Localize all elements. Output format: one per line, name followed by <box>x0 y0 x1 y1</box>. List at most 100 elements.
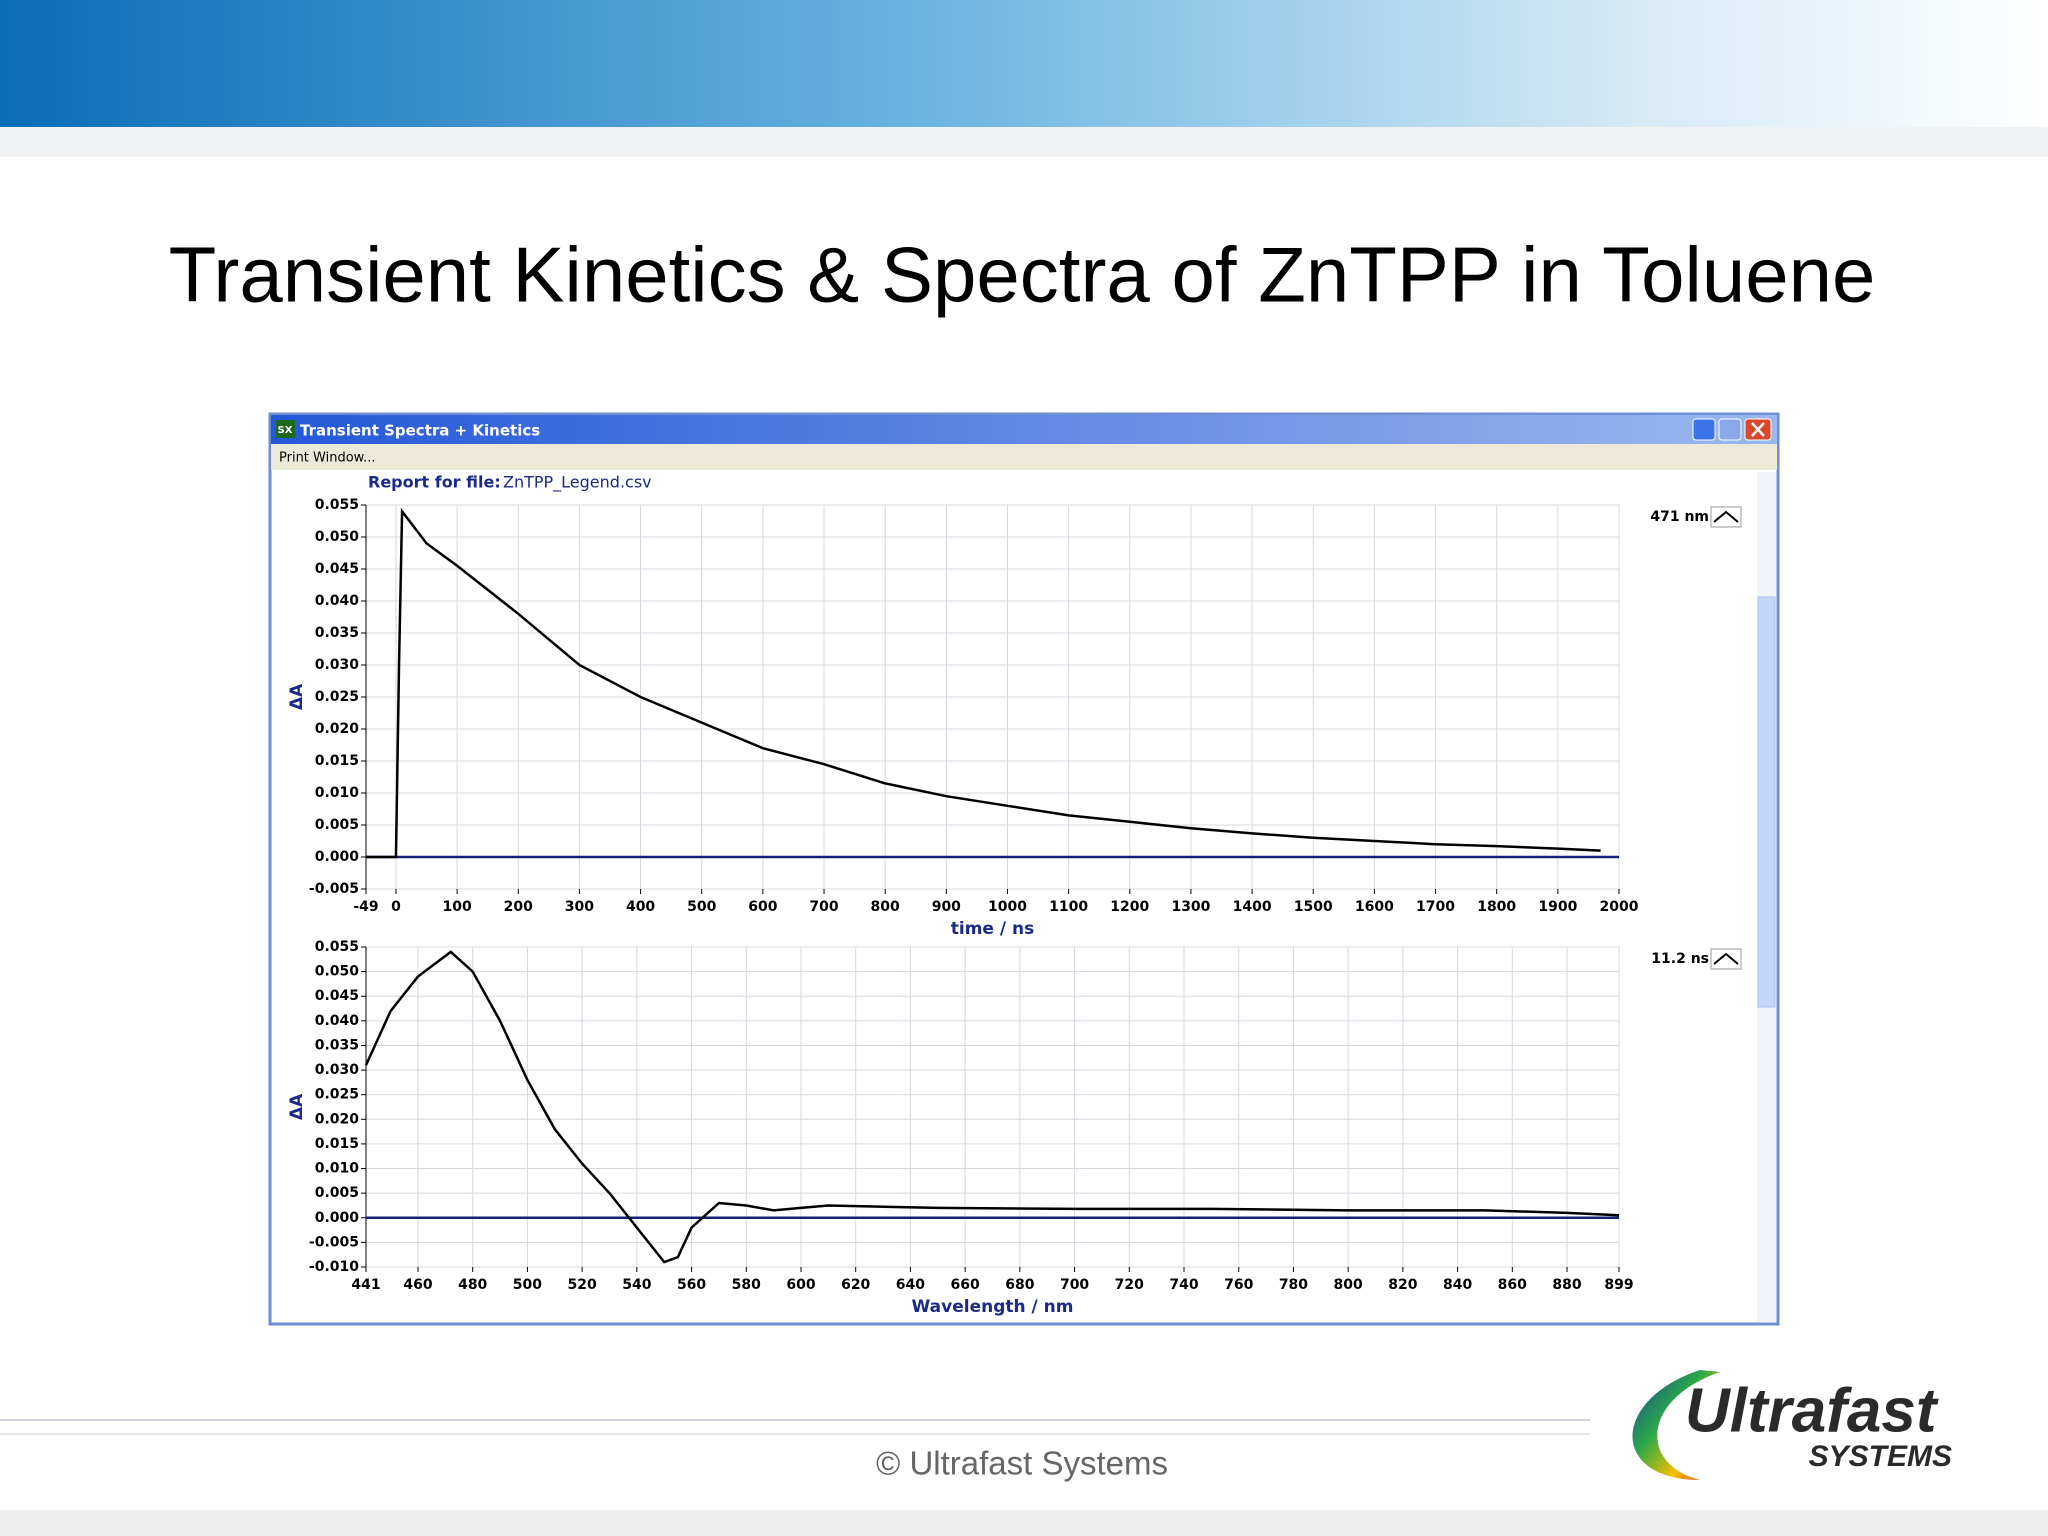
x-tick-label: 1000 <box>988 899 1027 915</box>
maximize-button[interactable] <box>1718 418 1742 441</box>
y-tick-label: 0.005 <box>315 1185 359 1201</box>
y-tick-label: 0.030 <box>315 1062 360 1078</box>
x-tick-label: 300 <box>565 899 594 915</box>
y-tick-label: 0.020 <box>315 721 360 737</box>
x-tick-label: 1400 <box>1233 899 1272 915</box>
x-tick-label: 441 <box>351 1277 380 1293</box>
x-tick-label: 820 <box>1388 1277 1417 1293</box>
legend-box <box>1710 948 1742 970</box>
window-title: Transient Spectra + Kinetics <box>300 422 540 440</box>
x-tick-label: 640 <box>896 1277 925 1293</box>
y-tick-label: 0.015 <box>315 1136 359 1152</box>
x-tick-label: 400 <box>626 899 655 915</box>
x-tick-label: 480 <box>458 1277 487 1293</box>
x-tick-label: 1600 <box>1355 899 1394 915</box>
x-tick-label: 700 <box>1060 1277 1089 1293</box>
logo-main: Ultrafast <box>1685 1376 1939 1445</box>
y-tick-label: 0.055 <box>315 497 359 513</box>
x-tick-label: 760 <box>1224 1277 1253 1293</box>
x-tick-label: 840 <box>1443 1277 1472 1293</box>
x-tick-label: 1300 <box>1171 899 1210 915</box>
y-tick-label: 0.010 <box>315 785 360 801</box>
y-tick-label: -0.005 <box>309 1234 359 1250</box>
x-tick-label: 460 <box>403 1277 432 1293</box>
legend-box <box>1710 506 1742 528</box>
x-tick-label: 740 <box>1169 1277 1198 1293</box>
legend-label: 11.2 ns <box>1651 951 1709 967</box>
x-tick-label: 500 <box>513 1277 542 1293</box>
x-axis-label: Wavelength / nm <box>912 1297 1074 1317</box>
y-tick-label: 0.040 <box>315 593 360 609</box>
x-tick-label: 100 <box>442 899 471 915</box>
menu-bar <box>271 444 1777 470</box>
x-tick-label: 1900 <box>1538 899 1577 915</box>
x-tick-label: -49 <box>353 899 378 915</box>
logo-sub: SYSTEMS <box>1809 1440 1952 1473</box>
logo-swoosh <box>1632 1370 1720 1480</box>
x-tick-label: 1200 <box>1110 899 1149 915</box>
y-tick-label: 0.040 <box>315 1013 360 1029</box>
x-tick-label: 600 <box>748 899 777 915</box>
x-tick-label: 800 <box>1334 1277 1363 1293</box>
x-tick-label: 720 <box>1115 1277 1144 1293</box>
y-tick-label: 0.015 <box>315 753 359 769</box>
x-tick-label: 600 <box>786 1277 815 1293</box>
footer-text: © Ultrafast Systems <box>876 1445 1168 1482</box>
plot-area <box>365 946 1620 1268</box>
x-axis-label: time / ns <box>951 919 1034 939</box>
y-axis-label: ΔA <box>287 1093 307 1120</box>
y-tick-label: 0.005 <box>315 817 359 833</box>
x-tick-label: 780 <box>1279 1277 1308 1293</box>
x-tick-label: 660 <box>951 1277 980 1293</box>
x-tick-label: 899 <box>1604 1277 1633 1293</box>
footer-band <box>0 1510 2048 1536</box>
x-tick-label: 520 <box>568 1277 597 1293</box>
y-tick-label: -0.010 <box>309 1259 359 1275</box>
report-file: ZnTPP_Legend.csv <box>503 473 652 493</box>
x-tick-label: 700 <box>809 899 838 915</box>
x-tick-label: 860 <box>1498 1277 1527 1293</box>
y-tick-label: 0.045 <box>315 988 359 1004</box>
y-tick-label: 0.020 <box>315 1111 360 1127</box>
x-tick-label: 200 <box>504 899 533 915</box>
report-label: Report for file: <box>368 473 501 492</box>
legend-swatch <box>1713 952 1739 965</box>
slide-title: Transient Kinetics & Spectra of ZnTPP in… <box>169 231 1876 319</box>
x-tick-label: 900 <box>932 899 961 915</box>
y-tick-label: 0.025 <box>315 1087 359 1103</box>
close-icon <box>1751 422 1765 437</box>
x-tick-label: 1100 <box>1049 899 1088 915</box>
app-icon-text: SX <box>278 425 293 436</box>
x-tick-label: 560 <box>677 1277 706 1293</box>
x-tick-label: 0 <box>391 899 401 915</box>
scroll-thumb[interactable] <box>1757 596 1776 1008</box>
app-icon <box>276 420 295 438</box>
header-shadow <box>0 127 2048 157</box>
data-line <box>364 950 1620 1264</box>
x-tick-label: 680 <box>1005 1277 1034 1293</box>
x-tick-label: 1500 <box>1294 899 1333 915</box>
menu-print[interactable]: Print Window... <box>279 451 376 466</box>
x-tick-label: 580 <box>732 1277 761 1293</box>
x-tick-label: 500 <box>687 899 716 915</box>
x-tick-label: 800 <box>871 899 900 915</box>
x-tick-label: 1700 <box>1416 899 1455 915</box>
legend-label: 471 nm <box>1650 509 1709 525</box>
y-axis-label: ΔA <box>287 683 307 710</box>
y-tick-label: -0.005 <box>309 881 359 897</box>
y-tick-label: 0.050 <box>315 964 360 980</box>
minimize-button[interactable] <box>1692 418 1716 441</box>
x-tick-label: 880 <box>1552 1277 1581 1293</box>
y-tick-label: 0.030 <box>315 657 360 673</box>
x-tick-label: 1800 <box>1477 899 1516 915</box>
y-tick-label: 0.035 <box>315 625 359 641</box>
y-tick-label: 0.050 <box>315 529 360 545</box>
x-tick-label: 2000 <box>1600 899 1639 915</box>
y-tick-label: 0.045 <box>315 561 359 577</box>
y-tick-label: 0.000 <box>315 1210 360 1226</box>
header-band <box>0 0 2048 127</box>
y-tick-label: 0.010 <box>315 1161 360 1177</box>
title-bar <box>271 415 1777 444</box>
y-tick-label: 0.035 <box>315 1037 359 1053</box>
